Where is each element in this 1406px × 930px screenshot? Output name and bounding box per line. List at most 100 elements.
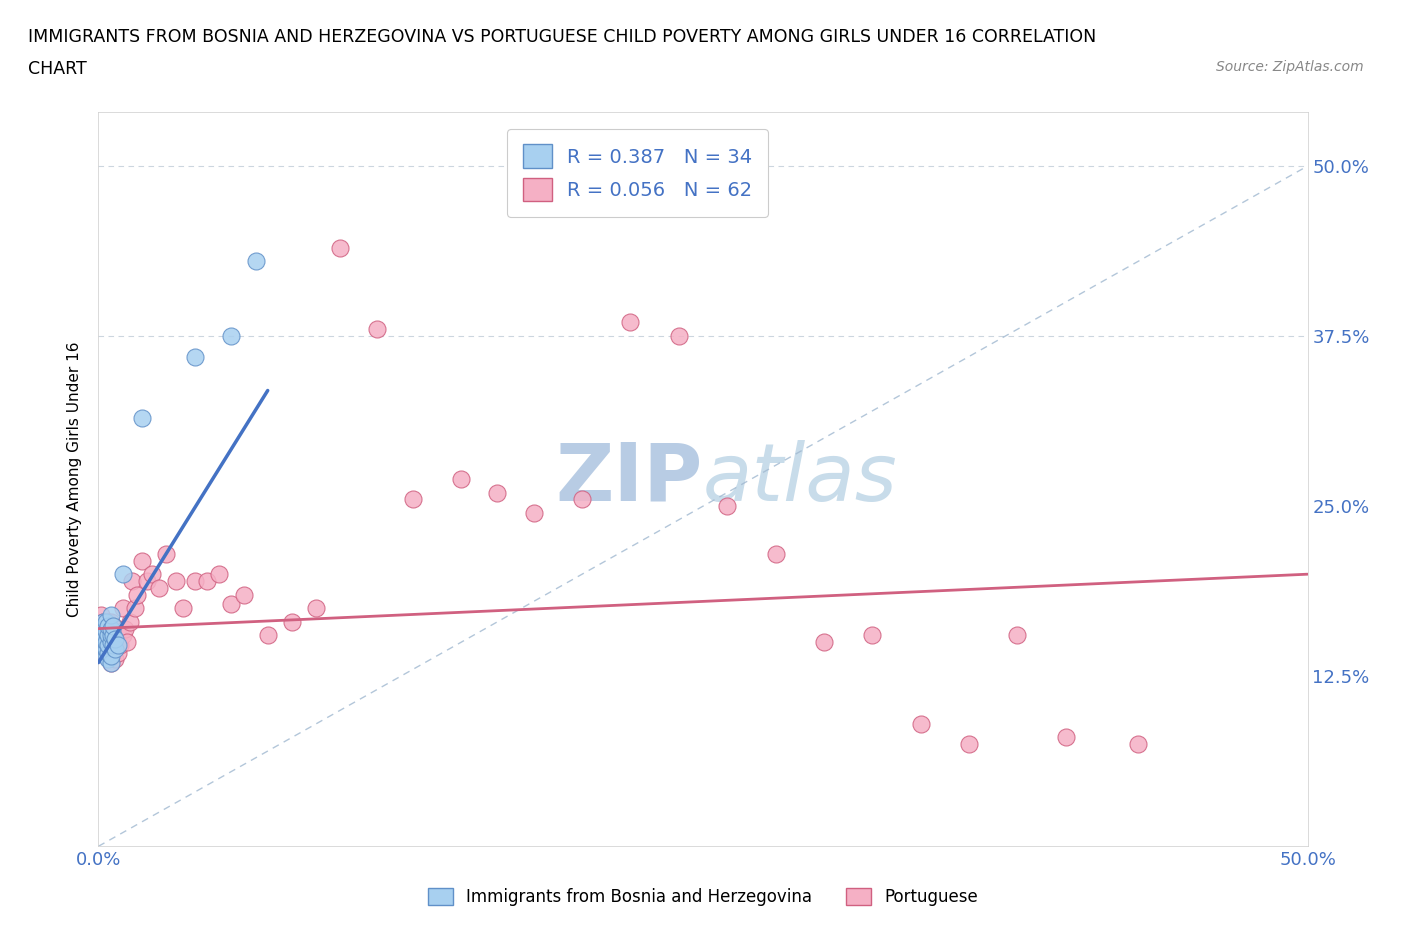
Point (97, 637, 120, 652)
Point (957, 737, 980, 751)
Point (100, 635, 122, 650)
Point (94, 635, 117, 650)
Point (111, 566, 134, 581)
Legend: Immigrants from Bosnia and Herzegovina, Portuguese: Immigrants from Bosnia and Herzegovina, … (422, 881, 984, 912)
Point (118, 615, 141, 630)
Point (104, 642, 127, 657)
Point (111, 628, 134, 643)
Point (90, 621, 112, 636)
Point (97, 651, 120, 666)
Point (91, 642, 114, 657)
Point (100, 615, 122, 630)
Point (97, 628, 120, 643)
Point (100, 648, 122, 663)
Point (94, 615, 117, 630)
Point (1128, 737, 1150, 751)
Point (765, 546, 787, 561)
Point (107, 645, 129, 660)
Point (117, 635, 139, 650)
Point (619, 315, 641, 330)
Legend: R = 0.387   N = 34, R = 0.056   N = 62: R = 0.387 N = 34, R = 0.056 N = 62 (508, 128, 768, 217)
Text: ZIP: ZIP (555, 440, 703, 518)
Point (221, 328, 243, 343)
Text: Source: ZipAtlas.com: Source: ZipAtlas.com (1216, 60, 1364, 74)
Point (100, 656, 122, 671)
Point (402, 492, 425, 507)
Point (97, 618, 120, 633)
Point (90, 607, 112, 622)
Point (100, 621, 122, 636)
Point (94, 624, 117, 639)
Point (101, 637, 124, 652)
Point (104, 632, 127, 647)
Point (97, 615, 120, 630)
Point (97, 624, 120, 639)
Point (813, 635, 835, 650)
Point (107, 637, 129, 652)
Text: IMMIGRANTS FROM BOSNIA AND HERZEGOVINA VS PORTUGUESE CHILD POVERTY AMONG GIRLS U: IMMIGRANTS FROM BOSNIA AND HERZEGOVINA V… (28, 28, 1097, 46)
Point (107, 621, 129, 636)
Point (100, 607, 122, 622)
Point (1054, 730, 1077, 745)
Point (94, 648, 117, 663)
Point (94, 648, 117, 663)
Text: atlas: atlas (703, 440, 898, 518)
Point (94, 621, 117, 636)
Point (232, 587, 254, 602)
Point (124, 601, 146, 616)
Point (101, 628, 124, 643)
Point (221, 597, 243, 612)
Point (91, 628, 114, 643)
Point (155, 546, 177, 561)
Point (94, 642, 117, 657)
Text: CHART: CHART (28, 60, 87, 78)
Point (523, 506, 546, 521)
Point (486, 485, 509, 500)
Point (101, 648, 124, 663)
Point (281, 615, 304, 630)
Point (114, 621, 136, 636)
Point (91, 615, 114, 630)
Point (165, 574, 187, 589)
Point (104, 651, 127, 666)
Point (1007, 628, 1029, 643)
Point (208, 566, 231, 581)
Point (90, 628, 112, 643)
Point (127, 587, 149, 602)
Point (305, 601, 328, 616)
Point (101, 618, 124, 633)
Point (860, 628, 883, 643)
Point (366, 322, 388, 337)
Point (100, 628, 122, 643)
Point (131, 410, 153, 425)
Point (100, 637, 122, 652)
Point (184, 349, 207, 364)
Point (121, 574, 143, 589)
Point (131, 553, 153, 568)
Point (141, 566, 163, 581)
Point (101, 618, 124, 633)
Point (172, 601, 194, 616)
Point (148, 580, 170, 595)
Point (97, 645, 120, 660)
Point (90, 628, 112, 643)
Point (97, 642, 120, 657)
Point (910, 716, 932, 731)
Point (668, 328, 690, 343)
Point (91, 637, 114, 652)
Point (91, 642, 114, 657)
Point (571, 492, 593, 507)
Point (101, 628, 124, 643)
Point (716, 498, 738, 513)
Point (184, 574, 207, 589)
Point (111, 601, 134, 616)
Point (90, 635, 112, 650)
Point (104, 632, 127, 647)
Point (329, 240, 352, 255)
Point (195, 574, 218, 589)
Point (450, 472, 472, 486)
Point (108, 637, 131, 652)
Point (245, 254, 267, 269)
Point (135, 574, 157, 589)
Y-axis label: Child Poverty Among Girls Under 16: Child Poverty Among Girls Under 16 (67, 341, 83, 617)
